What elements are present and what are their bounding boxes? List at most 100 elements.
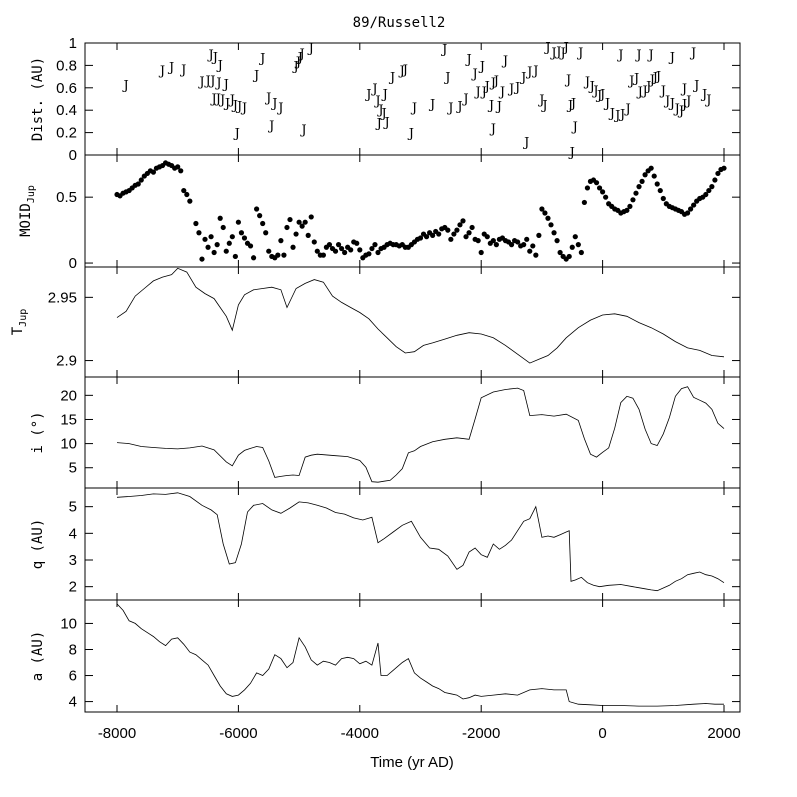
data-point-marker: J [197,75,204,90]
series-line-tjup [116,267,725,364]
panel-a: 4 6 8 10 a (AU) [30,599,741,713]
data-point [150,169,157,175]
data-point [372,242,378,248]
data-point [314,248,320,254]
panel-frame [84,487,741,601]
data-point-marker: J [211,50,218,65]
data-point [536,232,542,238]
data-point [311,239,317,245]
data-point [566,253,572,260]
data-point-marker: J [222,77,229,92]
data-point [542,210,548,216]
data-point [581,199,587,206]
data-point [575,242,581,248]
data-point [305,232,311,238]
data-point [572,234,578,240]
data-point [533,252,539,258]
data-point [548,222,554,228]
data-point [202,236,208,242]
data-point [721,165,727,171]
y-tick-label: 2.95 [48,289,77,306]
data-point-marker: J [627,74,634,89]
panel-frame [84,266,741,378]
data-point-marker: J [501,54,508,69]
data-point [493,242,499,248]
data-point [460,218,466,224]
data-point-marker: J [623,102,630,117]
data-point [232,253,238,260]
y-tick-label: 0 [69,147,77,164]
data-point [278,238,284,244]
data-point [299,223,305,229]
data-point-marker: J [647,48,654,63]
data-point-marker: J [704,93,711,108]
data-point-marker: J [474,85,481,100]
y-axis-label-tjup: TJup [10,309,29,336]
y-tick-label: 0.2 [56,125,77,142]
data-point-marker: J [571,120,578,135]
data-point-marker: J [179,63,186,78]
data-point-marker: J [376,103,383,118]
data-point-marker: J [294,55,301,70]
data-point [235,219,241,225]
data-point [478,249,484,256]
data-point [445,227,451,233]
data-point [217,215,223,221]
y-tick-label: 0 [69,255,77,272]
data-point-marker: J [455,100,462,115]
y-axis-label-dist: Dist. (AU) [30,57,46,141]
data-point-marker: J [270,96,277,111]
data-point-marker: J [659,84,666,99]
data-point [293,231,299,237]
data-point [593,180,600,186]
data-point [457,222,463,228]
x-tick-label: 0 [598,725,606,742]
data-point-marker: J [461,92,468,107]
y-axis-label-text: T [10,326,26,335]
y-tick-label: 15 [60,411,77,428]
data-point-marker: J [537,93,544,108]
data-point [624,207,630,213]
y-tick-label: 2 [69,579,77,596]
data-point [229,234,235,240]
y-tick-label: 5 [69,460,77,477]
data-point-marker: J [258,52,265,67]
data-point [627,203,633,209]
data-point [554,238,560,244]
data-point [214,242,220,248]
data-point-marker: J [471,67,478,82]
y-axis-label-subscript: Jup [18,309,29,327]
data-point [691,202,697,208]
data-point-marker: J [203,74,210,89]
data-point-marker: J [489,76,496,91]
data-point [630,197,636,203]
data-point-marker: J [291,59,298,74]
data-point [642,172,648,178]
data-point-marker: J [379,106,386,121]
data-point [654,181,660,187]
data-point-marker: J [559,46,566,61]
x-tick-label: -8000 [98,725,136,742]
data-point [275,252,281,258]
data-point-marker: J [568,146,575,161]
data-point [326,242,333,248]
y-tick-label: 4 [69,525,77,542]
data-point [211,249,217,256]
y-tick-label: 4 [69,694,77,711]
y-tick-label: 20 [60,387,77,404]
data-point [715,170,721,177]
data-point-marker: J [677,104,684,119]
data-point [515,239,521,245]
y-tick-label: 10 [60,615,77,632]
chart-title: 89/Russell2 [353,15,446,31]
data-point-marker: J [364,87,371,102]
data-point [226,240,232,246]
data-point-marker: J [478,59,485,74]
data-point [703,191,709,198]
data-point [423,234,430,240]
data-point-marker: J [489,122,496,137]
data-point-marker: J [440,43,447,58]
data-point [199,256,205,262]
data-point-marker: J [663,94,670,109]
